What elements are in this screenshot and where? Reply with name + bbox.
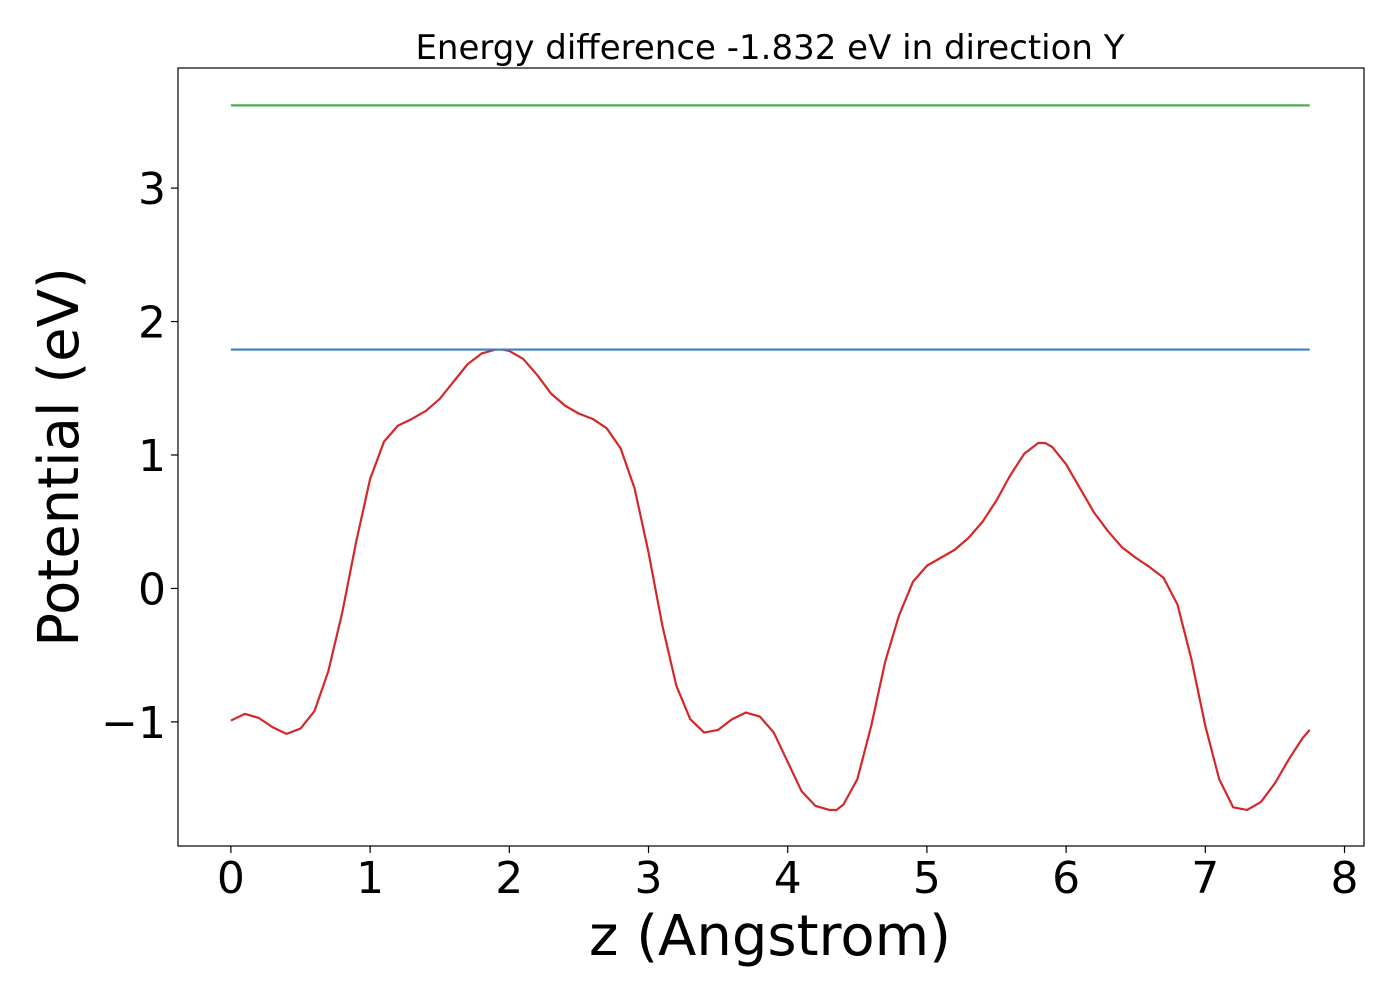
y-tick-label-0: −1 (101, 698, 166, 749)
x-tick-label-3: 3 (635, 853, 663, 904)
y-tick-label-3: 2 (138, 298, 166, 349)
y-axis-label: Potential (eV) (27, 267, 92, 647)
x-tick-label-4: 4 (774, 853, 802, 904)
chart-title: Energy difference -1.832 eV in direction… (415, 28, 1124, 68)
y-tick-label-1: 0 (138, 564, 166, 615)
x-tick-label-1: 1 (356, 853, 384, 904)
x-tick-label-2: 2 (495, 853, 523, 904)
x-axis-label: z (Angstrom) (589, 904, 951, 969)
plot-frame (177, 67, 1365, 847)
series-layer (230, 104, 1311, 812)
y-tick-label-2: 1 (138, 431, 166, 482)
x-tick-label-5: 5 (913, 853, 941, 904)
series-line-0 (230, 348, 1311, 812)
x-axis-ticks: 0 1 2 3 4 5 6 7 8 (217, 846, 1359, 904)
y-axis-ticks: −1 0 1 2 3 (101, 164, 178, 749)
x-tick-label-6: 6 (1052, 853, 1080, 904)
x-tick-label-8: 8 (1331, 853, 1359, 904)
x-tick-label-0: 0 (217, 853, 245, 904)
x-tick-label-7: 7 (1191, 853, 1219, 904)
y-tick-label-4: 3 (138, 164, 166, 215)
